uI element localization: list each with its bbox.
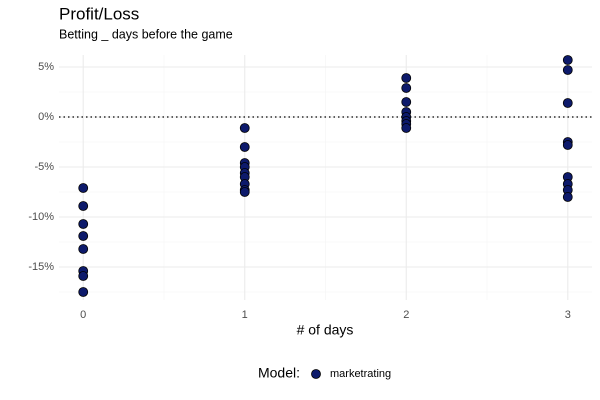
point [401,73,412,83]
y-tick-label: -10% [28,211,54,223]
point [562,65,573,75]
chart-title: Profit/Loss [59,4,139,23]
point [78,231,89,241]
x-tick-label: 0 [80,309,86,321]
point [562,192,573,202]
point [78,219,89,229]
point [239,142,250,152]
x-tick-label: 1 [242,309,248,321]
point [562,55,573,65]
y-tick-label: -15% [28,261,54,273]
legend-swatch [311,369,321,379]
point [239,123,250,133]
point [78,183,89,193]
point [401,123,412,133]
point [78,271,89,281]
legend-title: Model: [258,365,300,381]
y-tick-label: 0% [38,111,54,123]
point [562,140,573,150]
chart-subtitle: Betting _ days before the game [59,27,233,41]
point [562,98,573,108]
y-tick-label: 5% [38,61,54,73]
point [78,244,89,254]
point [78,287,89,297]
point [239,187,250,197]
point [401,83,412,93]
x-tick-label: 3 [565,309,571,321]
point [78,201,89,211]
y-tick-label: -5% [34,161,54,173]
x-axis-label: # of days [297,322,354,338]
legend-label: marketrating [330,368,391,380]
x-tick-label: 2 [403,309,409,321]
point [401,97,412,107]
